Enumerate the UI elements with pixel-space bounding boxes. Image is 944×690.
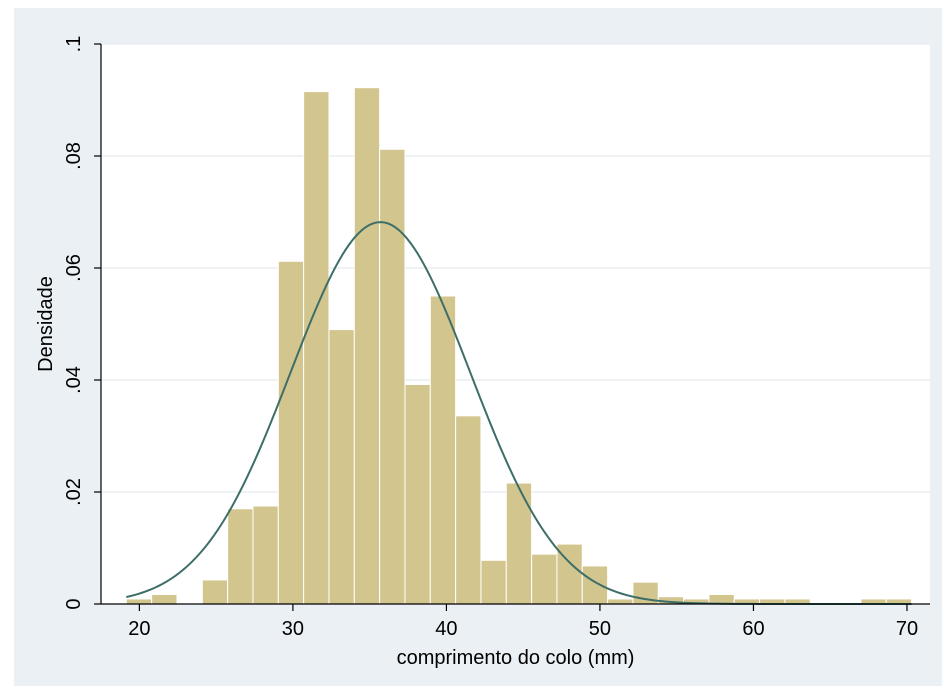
y-tick-label-5: .1 bbox=[63, 36, 85, 53]
histogram-bar-8 bbox=[328, 329, 355, 605]
histogram-bar-13 bbox=[455, 415, 482, 605]
histogram-bar-14 bbox=[480, 559, 507, 605]
y-tick-label-2: .04 bbox=[63, 366, 85, 394]
y-tick-label-3: .06 bbox=[63, 254, 85, 282]
histogram-bar-3 bbox=[201, 579, 229, 605]
histogram-bar-15 bbox=[505, 482, 533, 605]
gridlines bbox=[101, 43, 930, 493]
histogram-bar-7 bbox=[303, 91, 330, 605]
histogram-bar-19 bbox=[607, 598, 634, 605]
histogram-bar-4 bbox=[227, 508, 254, 605]
histogram-bar-9 bbox=[353, 87, 381, 605]
y-tick-label-4: .08 bbox=[63, 142, 85, 170]
y-tick-label-0: 0 bbox=[63, 598, 85, 609]
x-tick-label-5: 70 bbox=[896, 618, 918, 640]
histogram-bar-10 bbox=[379, 148, 406, 605]
histogram-bar-6 bbox=[277, 260, 305, 605]
x-tick-label-3: 50 bbox=[589, 618, 611, 640]
histogram-bar-5 bbox=[252, 505, 279, 605]
x-tick-label-2: 40 bbox=[435, 618, 457, 640]
histogram-bar-23 bbox=[708, 593, 735, 605]
tick-labels: 0 .02 .04 .06 .08 .1 20 30 40 50 60 70 bbox=[63, 36, 918, 640]
x-tick-label-0: 20 bbox=[128, 618, 150, 640]
histogram-bar-1 bbox=[151, 593, 178, 605]
y-tick-label-1: .02 bbox=[63, 478, 85, 506]
x-tick-label-1: 30 bbox=[282, 618, 304, 640]
x-tick-label-4: 60 bbox=[742, 618, 764, 640]
axes bbox=[94, 43, 930, 611]
histogram-bar-11 bbox=[404, 383, 431, 605]
x-axis-title: comprimento do colo (mm) bbox=[397, 647, 635, 669]
histogram-bar-0 bbox=[125, 598, 153, 605]
histogram-bar-16 bbox=[531, 553, 558, 605]
histogram-bar-18 bbox=[581, 565, 609, 605]
histogram-bar-12 bbox=[429, 295, 457, 605]
y-axis-title: Densidade bbox=[35, 276, 57, 372]
